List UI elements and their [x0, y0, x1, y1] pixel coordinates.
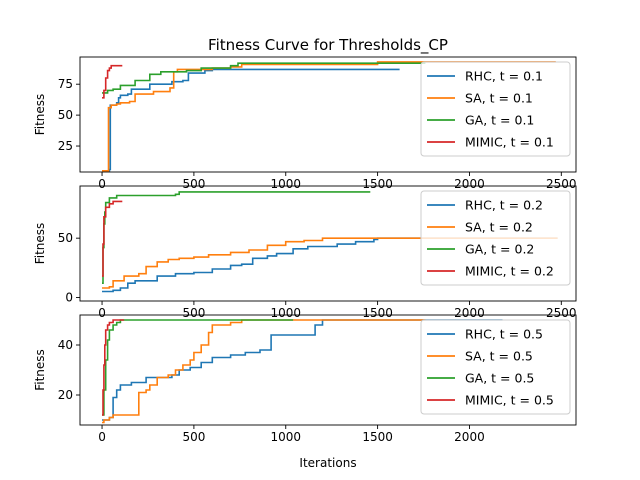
y-tick-label: 75 — [58, 77, 73, 91]
x-tick-label: 2000 — [454, 177, 485, 191]
x-tick-label: 500 — [182, 306, 205, 320]
legend-box — [420, 319, 571, 415]
legend-box — [420, 61, 571, 157]
y-tick-label: 40 — [58, 338, 73, 352]
x-tick-label: 2000 — [454, 306, 485, 320]
x-tick-label: 1500 — [362, 430, 393, 444]
series-line — [102, 64, 123, 99]
x-tick-label: 1500 — [362, 177, 393, 191]
series-line — [102, 319, 426, 424]
series-line — [102, 61, 556, 172]
x-tick-label: 2500 — [546, 306, 577, 320]
series-line — [102, 319, 294, 416]
y-tick-label: 0 — [65, 290, 73, 304]
legend-label: RHC, t = 0.2 — [465, 198, 543, 213]
legend: RHC, t = 0.5 SA, t = 0.5 GA, t = 0.5 MIMIC,… — [420, 319, 571, 415]
panel-2: 0 500 1000 1500 2000 2500 0 50 Fitness RHC, t = 0… — [33, 185, 577, 320]
series-line — [102, 237, 558, 289]
y-tick-label: 25 — [58, 139, 73, 153]
x-tick-label: 1000 — [270, 430, 301, 444]
x-tick-label: 1000 — [270, 306, 301, 320]
legend-box — [420, 190, 571, 286]
y-tick-label: 20 — [58, 388, 73, 402]
legend-label: MIMIC, t = 0.5 — [465, 393, 554, 408]
legend-label: RHC, t = 0.5 — [465, 327, 543, 342]
legend-label: GA, t = 0.1 — [465, 113, 534, 128]
panel-1: 0 500 1000 1500 2000 2500 25 50 75 Fitness RHC, t … — [33, 56, 577, 191]
x-tick-label: 500 — [182, 430, 205, 444]
x-axis-label: Iterations — [299, 456, 356, 470]
legend-label: GA, t = 0.5 — [465, 371, 534, 386]
legend-label: SA, t = 0.1 — [465, 91, 533, 106]
x-tick-label: 0 — [98, 306, 106, 320]
x-tick-label: 2000 — [454, 430, 485, 444]
legend-label: SA, t = 0.5 — [465, 349, 533, 364]
legend-label: GA, t = 0.2 — [465, 242, 534, 257]
legend-label: SA, t = 0.2 — [465, 220, 533, 235]
panel-3: 0 500 1000 1500 2000 20 40 Fitness RHC, t = 0.5 S… — [33, 314, 577, 444]
series-line — [102, 319, 503, 421]
x-tick-label: 1500 — [362, 306, 393, 320]
x-tick-label: 0 — [98, 177, 106, 191]
y-tick-label: 50 — [58, 108, 73, 122]
legend-label: MIMIC, t = 0.2 — [465, 264, 554, 279]
axes-frame — [79, 314, 577, 426]
series-line — [102, 62, 426, 94]
legend: RHC, t = 0.1 SA, t = 0.1 GA, t = 0.1 MIMIC,… — [420, 61, 571, 157]
legend: RHC, t = 0.2 SA, t = 0.2 GA, t = 0.2 MIMIC,… — [420, 190, 571, 286]
axes-frame — [79, 56, 577, 173]
x-tick-label: 2500 — [546, 177, 577, 191]
x-tick-label: 1000 — [270, 177, 301, 191]
y-tick-label: 50 — [58, 231, 73, 245]
x-tick-label: 0 — [98, 430, 106, 444]
axes-frame — [79, 185, 577, 302]
chart-title: Fitness Curve for Thresholds_CP — [208, 36, 448, 55]
legend-label: RHC, t = 0.1 — [465, 69, 543, 84]
y-axis-label: Fitness — [33, 94, 47, 136]
y-axis-label: Fitness — [33, 349, 47, 391]
series-line — [102, 319, 125, 416]
y-axis-label: Fitness — [33, 223, 47, 265]
x-tick-label: 500 — [182, 177, 205, 191]
legend-label: MIMIC, t = 0.1 — [465, 135, 554, 150]
series-line — [102, 237, 558, 293]
series-line — [102, 200, 123, 277]
